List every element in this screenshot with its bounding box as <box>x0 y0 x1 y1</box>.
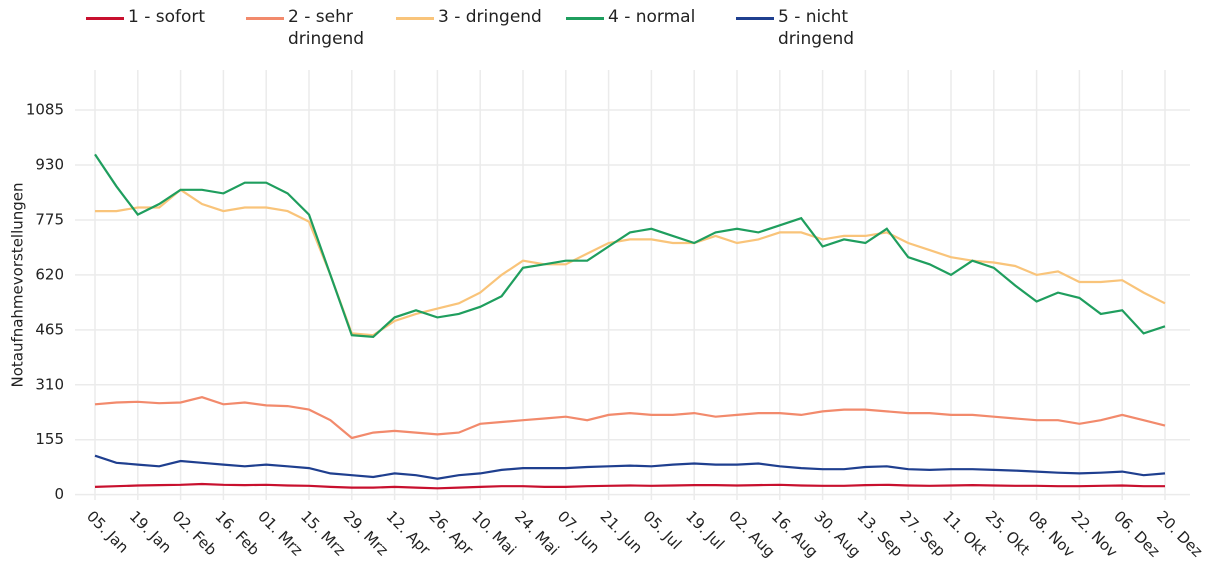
legend-item[interactable]: 1 - sofort <box>86 6 236 50</box>
y-axis-title: Notaufnahmevorstellungen <box>9 182 27 387</box>
legend-swatch <box>736 17 774 20</box>
x-tick-label: 16. Aug <box>768 507 822 561</box>
legend-swatch <box>86 17 124 20</box>
x-tick-label: 16. Feb <box>211 507 263 559</box>
y-tick-label: 0 <box>54 485 64 503</box>
y-tick-label: 155 <box>35 430 64 448</box>
legend-label: 2 - sehr dringend <box>288 7 365 49</box>
y-tick-label: 465 <box>35 320 64 338</box>
y-tick-label: 620 <box>35 265 64 283</box>
series-line <box>94 454 1166 480</box>
x-tick-label: 25. Okt <box>982 507 1034 559</box>
x-tick-label: 21. Jun <box>597 507 647 557</box>
legend-item[interactable]: 4 - normal <box>566 6 726 50</box>
legend-item[interactable]: 3 - dringend <box>396 6 556 50</box>
x-tick-label: 20. Dez <box>1153 507 1206 560</box>
x-tick-label: 02. Aug <box>725 507 779 561</box>
y-tick-label: 930 <box>35 156 64 174</box>
legend: 1 - sofort 2 - sehr dringend 3 - dringend 4… <box>86 6 906 50</box>
x-tick-label: 26. Apr <box>425 507 477 559</box>
x-tick-label: 01. Mrz <box>254 507 306 559</box>
plot-area <box>75 70 1190 500</box>
legend-label: 3 - dringend <box>438 7 542 27</box>
x-tick-label: 11. Okt <box>939 507 991 559</box>
legend-item[interactable]: 5 - nicht dringend <box>736 6 896 50</box>
x-tick-label: 02. Feb <box>169 507 221 559</box>
series-line <box>95 188 1166 337</box>
x-tick-label: 27. Sep <box>896 507 949 560</box>
legend-swatch <box>566 17 604 20</box>
y-tick-label: 1085 <box>26 101 64 119</box>
legend-item[interactable]: 2 - sehr dringend <box>246 6 386 50</box>
y-tick-label: 310 <box>35 375 64 393</box>
legend-swatch <box>246 17 284 20</box>
x-tick-label: 07. Jun <box>554 507 604 557</box>
x-tick-label: 19. Jan <box>126 507 175 556</box>
x-tick-label: 29. Mrz <box>340 507 392 559</box>
y-tick-label: 775 <box>35 210 64 228</box>
x-tick-label: 08. Nov <box>1025 507 1079 561</box>
x-tick-label: 19. Jul <box>682 507 728 553</box>
legend-label: 4 - normal <box>608 7 696 27</box>
x-tick-label: 12. Apr <box>383 507 435 559</box>
x-tick-label: 13. Sep <box>853 507 906 560</box>
x-tick-label: 05. Jan <box>83 507 132 556</box>
x-tick-label: 15. Mrz <box>297 507 349 559</box>
legend-swatch <box>396 17 434 20</box>
series-line <box>94 482 1165 490</box>
series-line <box>94 153 1166 339</box>
x-tick-label: 30. Aug <box>811 507 865 561</box>
x-tick-label: 22. Nov <box>1067 507 1121 561</box>
legend-label: 5 - nicht dringend <box>778 7 855 49</box>
series-line <box>94 396 1166 440</box>
x-tick-label: 10. Mai <box>468 507 520 559</box>
x-tick-label: 06. Dez <box>1110 507 1163 560</box>
x-tick-label: 05. Jul <box>639 507 685 553</box>
legend-label: 1 - sofort <box>128 7 206 27</box>
x-tick-label: 24. Mai <box>511 507 563 559</box>
